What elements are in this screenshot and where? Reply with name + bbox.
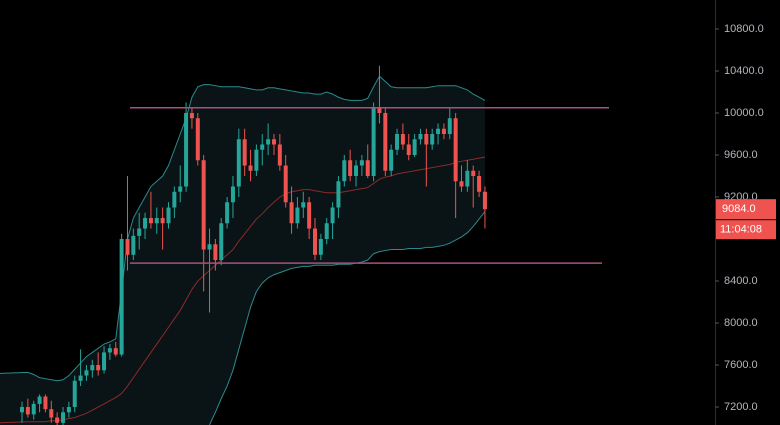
candle-body (482, 191, 487, 210)
candle-body (230, 186, 235, 203)
candle-body (324, 223, 329, 240)
candle-body (271, 139, 276, 145)
candle-body (418, 134, 423, 140)
band-lower (209, 211, 486, 425)
candle-body (125, 239, 130, 255)
candle-body (189, 112, 194, 119)
candle-body (395, 134, 400, 150)
candle-body (96, 365, 101, 371)
band-middle (0, 156, 486, 424)
candle-body (371, 107, 376, 177)
y-tick-label: 10000.0 (724, 107, 764, 119)
candle-body (72, 380, 77, 408)
candle-body (348, 160, 353, 177)
candle-body (201, 160, 206, 250)
candle-body (55, 417, 60, 423)
candle-body (406, 144, 411, 156)
countdown: 11:04:08 (720, 224, 762, 236)
candle-body (78, 375, 83, 381)
candle-body (359, 160, 364, 166)
candle-body (412, 139, 417, 156)
candle-body (137, 228, 142, 236)
candle-body (61, 412, 66, 423)
y-tick-label: 9600.0 (724, 149, 758, 161)
candle-body (113, 348, 118, 355)
candle-body (277, 144, 282, 166)
candle-body (160, 218, 165, 224)
candle-body (178, 186, 183, 192)
candle-body (107, 348, 112, 353)
candle-body (365, 160, 370, 177)
candle-body (184, 112, 189, 187)
candle-body (20, 407, 24, 413)
candle-body (354, 165, 359, 177)
y-tick-label: 8400.0 (724, 275, 758, 287)
y-tick-label: 7600.0 (724, 359, 758, 371)
candle-body (260, 144, 265, 150)
candle-body (330, 207, 335, 224)
countdown-box (716, 220, 776, 240)
candle-body (471, 170, 476, 177)
last-price-box (716, 199, 776, 220)
candle-body (225, 202, 230, 224)
candle-body (447, 118, 452, 135)
band-fill (0, 76, 485, 425)
candle-body (90, 365, 95, 371)
candle-body (266, 139, 271, 145)
candle-body (166, 207, 171, 224)
candle-body (242, 139, 247, 166)
candle-body (213, 244, 218, 261)
candle-body (307, 202, 312, 229)
candle-body (119, 239, 124, 355)
candle-body (102, 352, 107, 371)
candle-body (389, 149, 394, 171)
last-price-label: 9084.0 (722, 203, 756, 215)
candle-body (295, 207, 300, 224)
candle-body (453, 118, 458, 182)
candle-body (84, 370, 89, 376)
candle-body (424, 134, 429, 145)
candle-body (219, 223, 224, 261)
plot (0, 65, 609, 425)
candle-body (25, 407, 30, 415)
candle-body (49, 409, 54, 418)
y-tick-label: 10400.0 (724, 65, 764, 77)
candle-body (400, 134, 405, 145)
candle-body (459, 181, 464, 187)
candle-body (131, 235, 136, 255)
candle-body (477, 176, 482, 192)
candle-body (383, 112, 388, 171)
candle-body (377, 107, 382, 113)
candle-body (318, 239, 323, 255)
y-tick-label: 8000.0 (724, 317, 758, 329)
candle-body (301, 202, 306, 208)
candle-body (336, 181, 341, 208)
candle-body (195, 118, 200, 161)
candle-body (254, 149, 259, 171)
candle-body (207, 244, 212, 250)
candle-body (313, 228, 317, 255)
candle-body (236, 139, 241, 187)
candle-body (154, 218, 159, 224)
candle-body (31, 403, 36, 415)
candle-body (441, 128, 446, 135)
y-tick-label: 7200.0 (724, 401, 758, 413)
candle-body (66, 407, 71, 413)
candle-body (148, 218, 153, 224)
candle-body (342, 160, 347, 182)
y-tick-label: 10800.0 (724, 23, 764, 35)
candle-body (289, 202, 294, 224)
candle-body (37, 396, 42, 404)
candle-body (283, 165, 288, 203)
candle-body (143, 218, 148, 229)
candle-body (248, 165, 253, 171)
band-upper (0, 75, 486, 382)
candle-body (43, 396, 48, 410)
candle-body (172, 191, 177, 208)
candle-body (436, 128, 441, 135)
candle-body (465, 170, 470, 187)
candle-body (430, 134, 435, 145)
